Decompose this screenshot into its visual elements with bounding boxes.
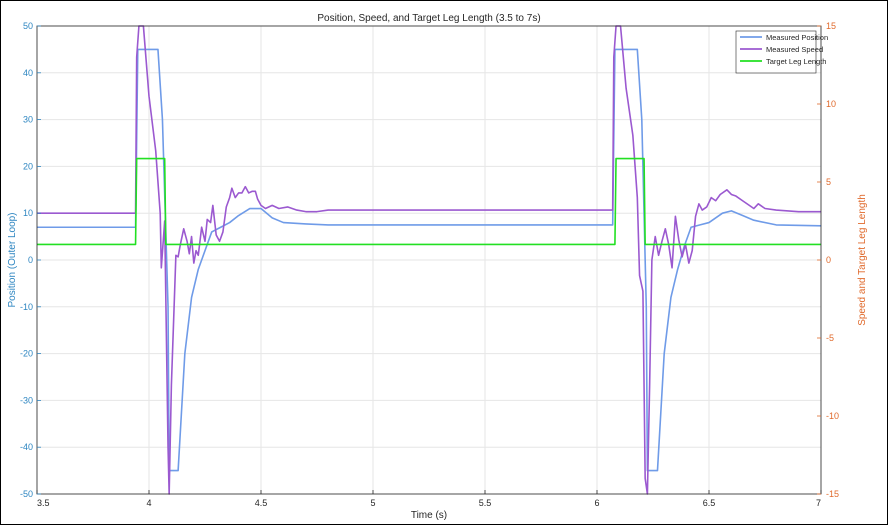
series-line-target-leg-length — [37, 157, 821, 246]
x-axis-ticks: 3.5 4 4.5 5 5.5 6 6.5 7 — [36, 490, 822, 508]
right-tick-label: 0 — [826, 255, 831, 265]
left-tick-label: -40 — [20, 442, 33, 452]
legend-label-measured-position: Measured Position — [766, 33, 828, 42]
x-axis-label: Time (s) — [411, 510, 447, 521]
right-tick-label: 15 — [826, 21, 836, 31]
series-line-measured-position — [37, 48, 822, 472]
left-tick-label: -50 — [20, 489, 33, 499]
right-axis-label: Speed and Target Leg Length — [857, 194, 868, 326]
legend-label-target-leg-length: Target Leg Length — [766, 57, 826, 66]
right-tick-label: 5 — [826, 177, 831, 187]
right-tick-label: -15 — [826, 489, 839, 499]
right-axis-ticks: -15 -10 -5 0 5 10 15 — [817, 21, 839, 499]
left-tick-label: 30 — [23, 115, 33, 125]
x-tick-label: 5 — [370, 498, 375, 508]
left-tick-label: 0 — [28, 255, 33, 265]
x-tick-label: 4.5 — [255, 498, 268, 508]
left-tick-label: 10 — [23, 208, 33, 218]
legend-label-measured-speed: Measured Speed — [766, 45, 823, 54]
left-tick-label: 20 — [23, 161, 33, 171]
legend: Measured Position Measured Speed Target Le… — [735, 30, 828, 74]
x-tick-label: 4 — [146, 498, 151, 508]
left-axis-ticks: -50 -40 -30 -20 -10 0 10 20 30 40 50 — [20, 21, 41, 499]
x-tick-label: 7 — [816, 498, 821, 508]
left-tick-label: 50 — [23, 21, 33, 31]
left-axis-label: Position (Outer Loop) — [7, 212, 18, 307]
chart-title: Position, Speed, and Target Leg Length (… — [317, 13, 540, 24]
x-tick-label: 3.5 — [37, 498, 50, 508]
right-tick-label: -5 — [826, 333, 834, 343]
legend-box — [735, 30, 817, 74]
x-tick-label: 6.5 — [703, 498, 716, 508]
x-tick-label: 6 — [594, 498, 599, 508]
left-tick-label: -10 — [20, 302, 33, 312]
right-tick-label: 10 — [826, 99, 836, 109]
series-line-measured-speed — [37, 25, 821, 495]
right-tick-label: -10 — [826, 411, 839, 421]
series-layer — [37, 25, 822, 495]
left-tick-label: -30 — [20, 395, 33, 405]
x-tick-label: 5.5 — [479, 498, 492, 508]
left-tick-label: -20 — [20, 349, 33, 359]
left-tick-label: 40 — [23, 68, 33, 78]
